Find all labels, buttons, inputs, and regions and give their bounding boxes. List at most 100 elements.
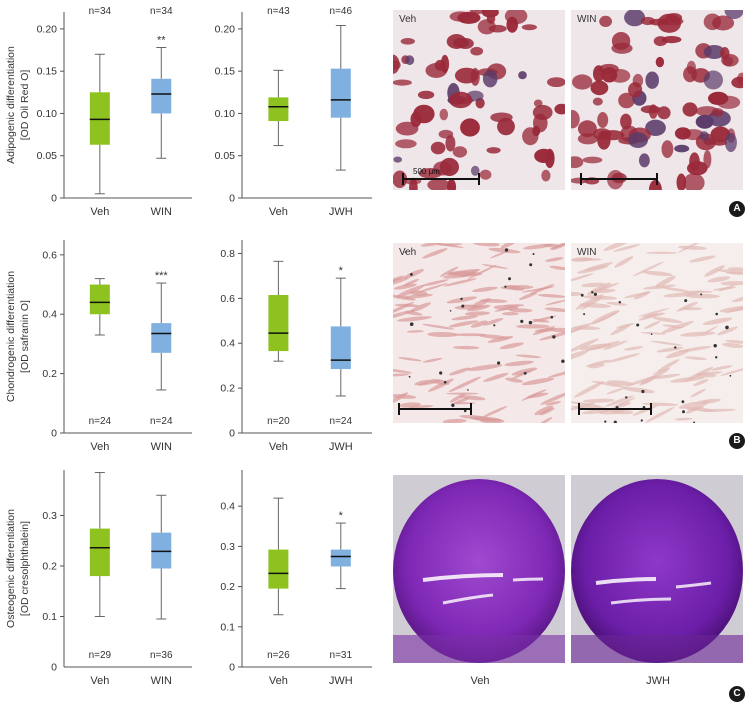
stained-cell — [415, 283, 448, 294]
significance-marker: *** — [155, 270, 169, 282]
stained-cell — [585, 359, 611, 367]
n-label: n=29 — [89, 650, 112, 661]
stained-cell — [446, 34, 467, 49]
stained-cell — [409, 322, 414, 326]
stained-cell — [591, 288, 616, 294]
stained-cell — [700, 293, 703, 296]
stained-cell — [716, 95, 741, 109]
stained-cell — [406, 330, 424, 333]
stained-cell — [683, 290, 704, 294]
stained-cell — [481, 10, 499, 18]
stained-cell — [508, 277, 511, 281]
stained-cell — [685, 400, 710, 414]
stained-cell — [504, 360, 534, 367]
stained-cell — [534, 405, 554, 416]
box-veh — [268, 97, 289, 122]
stained-cell — [641, 389, 645, 394]
stained-cell — [703, 45, 725, 59]
stained-cell — [410, 273, 413, 276]
stained-cell — [693, 379, 709, 387]
stained-cell — [614, 256, 634, 268]
y-tick-label: 0.15 — [215, 66, 236, 78]
stained-cell — [720, 47, 730, 60]
stained-cell — [609, 69, 631, 83]
stained-cell — [511, 367, 538, 376]
x-tick-label: Veh — [269, 441, 288, 453]
significance-marker: * — [339, 265, 344, 277]
box-veh — [89, 92, 110, 145]
stained-cell — [606, 380, 634, 386]
stained-cell — [648, 179, 662, 190]
stained-cell — [467, 264, 497, 280]
stained-cell — [482, 406, 508, 418]
stained-cell — [590, 80, 609, 96]
y-tick-label: 0.05 — [215, 150, 236, 162]
n-label: n=24 — [89, 416, 112, 427]
stained-cell — [422, 357, 443, 363]
stained-cell — [422, 248, 448, 259]
stained-cell — [460, 297, 463, 301]
photo-label-win: WIN — [577, 247, 597, 258]
stained-cell — [684, 293, 720, 299]
scale-bar — [580, 173, 658, 185]
x-tick-label: WIN — [151, 441, 172, 453]
stained-cell — [574, 381, 604, 398]
stained-cell — [497, 117, 515, 136]
stained-cell — [710, 126, 731, 143]
stained-cell — [654, 275, 676, 288]
stained-cell — [393, 277, 410, 287]
well-photo-veh — [393, 475, 565, 663]
stained-cell — [539, 330, 565, 341]
stained-cell — [571, 273, 594, 283]
stained-cell — [720, 281, 743, 286]
stained-cell — [660, 287, 690, 292]
stained-cell — [638, 313, 659, 321]
stained-cell — [628, 132, 648, 148]
stained-cell — [593, 292, 597, 296]
stained-cell — [606, 301, 628, 306]
stained-cell — [662, 324, 684, 329]
stained-cell — [393, 156, 402, 163]
stained-cell — [571, 401, 602, 407]
n-label: n=43 — [267, 6, 290, 17]
stained-cell — [717, 269, 743, 274]
stained-cell — [711, 365, 733, 371]
stained-cell — [639, 368, 670, 386]
stained-cell — [715, 356, 718, 359]
panel-badge-a: A — [729, 201, 745, 217]
y-tick-label: 0.4 — [220, 338, 235, 350]
stained-cell — [400, 38, 415, 45]
well-photo-jwh — [571, 475, 743, 663]
photo-label-win: WIN — [577, 14, 597, 25]
oil-red-photo-win: WIN — [571, 10, 743, 190]
stained-cell — [393, 79, 412, 86]
stained-cell — [443, 380, 447, 384]
stained-cell — [639, 153, 650, 168]
stained-cell — [425, 63, 448, 78]
stained-cells-image — [571, 10, 743, 190]
stained-cell — [702, 317, 733, 326]
stained-cell — [571, 350, 589, 363]
stained-cell — [618, 92, 635, 109]
stained-cell — [461, 304, 488, 308]
stained-cell — [625, 396, 628, 399]
stained-cell — [521, 377, 555, 386]
stained-cell — [410, 302, 431, 313]
y-tick-label: 0.8 — [220, 248, 235, 260]
stained-cell — [520, 319, 524, 323]
stained-cell — [427, 178, 450, 190]
stained-cell — [571, 110, 580, 129]
stained-cell — [504, 248, 509, 252]
stained-cell — [417, 90, 435, 100]
x-tick-label: JWH — [329, 206, 353, 218]
stained-cell — [684, 356, 708, 360]
stained-cell — [395, 285, 425, 298]
stained-cell — [549, 265, 565, 271]
stained-cell — [470, 46, 484, 56]
stained-cell — [497, 361, 501, 365]
stained-cell — [713, 344, 717, 348]
stained-cell — [590, 310, 620, 325]
stained-cell — [724, 132, 737, 153]
stained-cell — [544, 148, 555, 169]
stained-cell — [398, 357, 422, 362]
